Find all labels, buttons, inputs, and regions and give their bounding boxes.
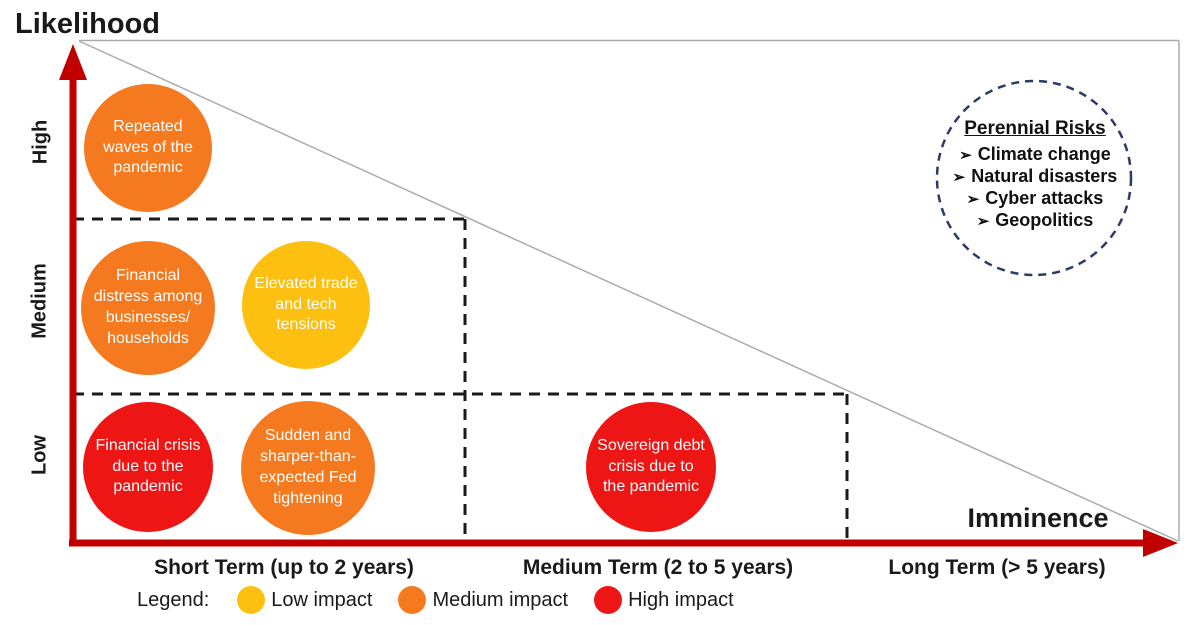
arrow-bullet-icon: ➢ <box>966 190 980 208</box>
perennial-risks-circle <box>935 79 1133 277</box>
perennial-risk-label: Cyber attacks <box>985 187 1104 208</box>
risk-bubble-financial-distress: Financial distress among businesses/ hou… <box>81 241 215 375</box>
risk-bubble-elevated-trade-tensions: Elevated trade and tech tensions <box>242 241 370 369</box>
risk-bubble-label: Financial distress among businesses/ hou… <box>93 267 203 347</box>
x-axis-label-long-term: Long Term (> 5 years) <box>888 556 1106 579</box>
perennial-risk-item: ➢ Natural disasters <box>939 166 1131 188</box>
perennial-risk-label: Climate change <box>977 144 1111 164</box>
legend-item-label: Low impact <box>271 588 373 611</box>
risk-bubble-label: Sovereign debt crisis due to the pandemi… <box>597 436 705 496</box>
risk-bubble-financial-crisis: Financial crisis due to the pandemic <box>83 402 213 532</box>
x-axis-title: Imminence <box>967 503 1109 533</box>
perennial-risk-label: Natural disasters <box>971 165 1118 186</box>
risk-bubble-label: Sudden and sharper-than-expected Fed tig… <box>259 427 357 507</box>
risk-bubble-fed-tightening: Sudden and sharper-than-expected Fed tig… <box>241 401 375 535</box>
perennial-risk-item: ➢ Cyber attacks <box>939 188 1131 210</box>
legend-item-low-impact: Low impact <box>237 586 372 614</box>
y-axis-arrowhead-icon <box>59 44 87 80</box>
x-axis-label-short-term: Short Term (up to 2 years) <box>154 556 414 579</box>
perennial-risk-label: Geopolitics <box>995 209 1094 230</box>
arrow-bullet-icon: ➢ <box>959 147 972 164</box>
perennial-risks-panel: Perennial Risks ➢ Climate change ➢ Natural… <box>939 118 1131 232</box>
legend-item-high-impact: High impact <box>594 586 734 614</box>
perennial-risk-item: ➢ Geopolitics <box>939 210 1131 232</box>
risk-bubble-label: Elevated trade and tech tensions <box>254 274 358 334</box>
risk-bubble-sovereign-debt-crisis: Sovereign debt crisis due to the pandemi… <box>586 402 716 532</box>
legend-item-label: Medium impact <box>432 588 569 611</box>
y-axis-label-medium: Medium <box>28 263 51 339</box>
risk-bubble-label: Repeated waves of the pandemic <box>103 117 193 177</box>
perennial-risks-title: Perennial Risks <box>964 118 1106 139</box>
diagonal-guide-line <box>78 40 1179 542</box>
y-axis-label-low: Low <box>28 435 51 475</box>
high-impact-dot-icon <box>594 586 623 614</box>
perennial-risk-item: ➢ Climate change <box>939 144 1131 166</box>
legend-title: Legend: <box>137 588 210 611</box>
x-axis-arrowhead-icon <box>1143 529 1178 557</box>
x-axis-label-medium-term: Medium Term (2 to 5 years) <box>522 556 794 579</box>
arrow-bullet-icon: ➢ <box>976 212 990 230</box>
legend: Legend: Low impact Medium impact High im… <box>137 586 734 614</box>
risk-bubble-label: Financial crisis due to the pandemic <box>95 436 201 496</box>
legend-item-medium-impact: Medium impact <box>398 586 568 614</box>
risk-bubble-repeated-waves: Repeated waves of the pandemic <box>84 84 212 212</box>
medium-impact-dot-icon <box>398 586 427 614</box>
arrow-bullet-icon: ➢ <box>952 168 966 186</box>
y-axis-label-high: High <box>29 119 52 165</box>
low-impact-dot-icon <box>237 586 266 614</box>
legend-item-label: High impact <box>628 588 734 611</box>
y-axis-title: Likelihood <box>15 8 160 40</box>
